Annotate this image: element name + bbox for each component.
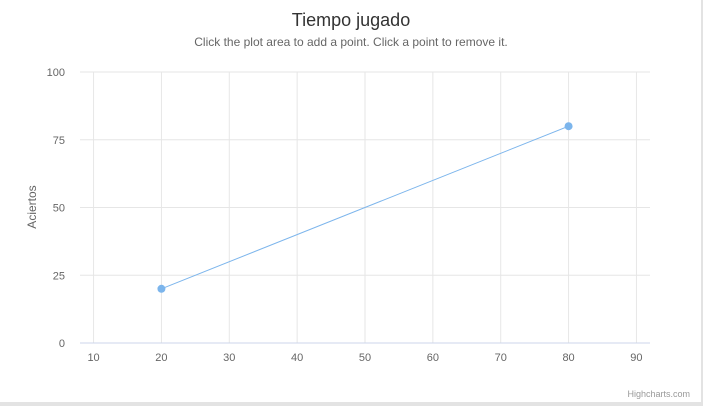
y-tick-label: 100 — [47, 67, 65, 79]
x-tick-label: 70 — [495, 352, 507, 364]
x-axis-labels: 10 20 30 40 50 60 70 80 90 — [87, 352, 642, 364]
chart-title: Tiempo jugado — [292, 10, 410, 30]
data-point[interactable] — [564, 122, 573, 131]
series — [157, 122, 573, 293]
x-tick-label: 40 — [291, 352, 303, 364]
y-axis-title: Aciertos — [25, 185, 39, 228]
credits-link[interactable]: Highcharts.com — [627, 389, 690, 399]
series-line — [161, 125, 569, 290]
x-tick-label: 50 — [359, 352, 371, 364]
x-tick-label: 30 — [223, 352, 235, 364]
y-tick-label: 0 — [59, 338, 65, 350]
chart-subtitle: Click the plot area to add a point. Clic… — [194, 35, 508, 49]
data-point[interactable] — [157, 284, 166, 293]
y-tick-label: 75 — [53, 135, 65, 147]
x-tick-label: 20 — [155, 352, 167, 364]
x-tick-label: 80 — [562, 352, 574, 364]
x-tick-label: 90 — [630, 352, 642, 364]
y-tick-label: 25 — [53, 270, 65, 282]
y-tick-label: 50 — [53, 203, 65, 215]
x-tick-label: 60 — [427, 352, 439, 364]
x-tick-label: 10 — [87, 352, 99, 364]
y-axis-labels: 0 25 50 75 100 — [47, 67, 65, 350]
